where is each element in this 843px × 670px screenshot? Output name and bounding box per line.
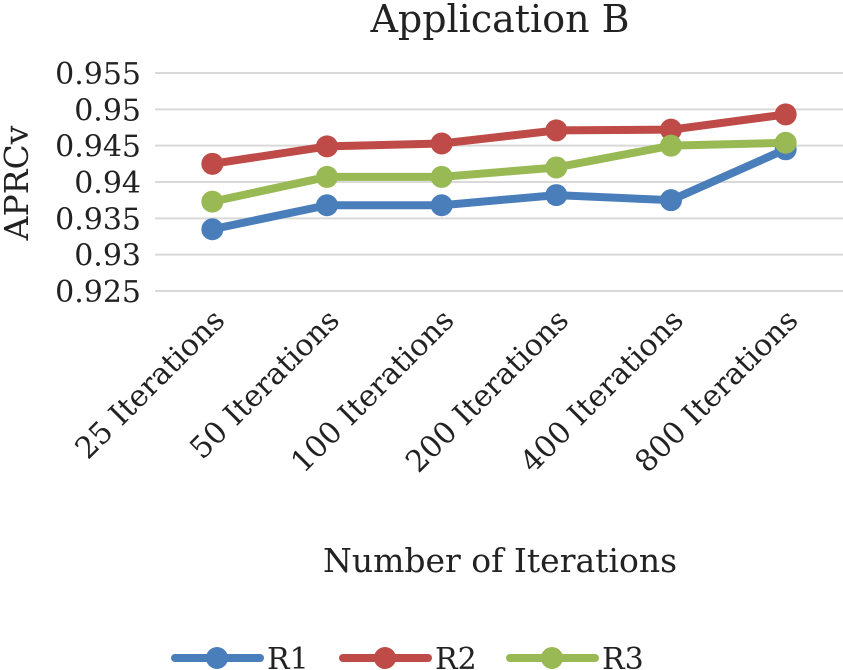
series-line <box>208 145 790 234</box>
series-line <box>208 138 790 206</box>
legend-marker <box>541 647 563 669</box>
y-tick-label: 0.95 <box>74 93 141 128</box>
legend-label: R3 <box>602 642 644 670</box>
data-point <box>201 152 224 175</box>
y-tick-label: 0.93 <box>74 239 141 274</box>
legend-marker <box>374 647 396 669</box>
chart-title: Application B <box>369 0 629 41</box>
legend: R1 R2 R3 <box>171 642 644 670</box>
y-tick-label: 0.935 <box>55 202 141 237</box>
legend-item-r3: R3 <box>506 642 644 670</box>
data-point <box>545 184 568 207</box>
legend-item-r2: R2 <box>339 642 477 670</box>
data-point <box>316 194 338 217</box>
series-lines <box>201 103 797 241</box>
y-tick-label: 0.94 <box>74 166 141 201</box>
data-point <box>545 156 568 179</box>
data-point <box>545 119 568 142</box>
y-tick-label: 0.925 <box>55 275 141 310</box>
y-axis-label: APRCv <box>0 125 36 241</box>
data-point <box>201 218 224 241</box>
data-point <box>660 118 682 141</box>
legend-label: R2 <box>435 642 477 670</box>
data-point <box>316 135 338 158</box>
data-point <box>201 190 224 213</box>
series-r3 <box>201 131 797 213</box>
series-r1 <box>201 138 797 241</box>
y-tick-label: 0.945 <box>55 130 141 165</box>
y-tick-label: 0.955 <box>55 57 141 92</box>
legend-label: R1 <box>267 642 309 670</box>
data-point <box>660 189 682 212</box>
data-point <box>660 134 682 157</box>
data-point <box>430 194 453 217</box>
data-point <box>774 103 797 126</box>
data-point <box>316 165 338 188</box>
legend-item-r1: R1 <box>171 642 309 670</box>
series-line <box>208 110 790 168</box>
legend-marker <box>206 647 228 669</box>
series-r2 <box>201 103 797 175</box>
gridlines <box>155 72 843 292</box>
data-point <box>430 132 453 155</box>
data-point <box>430 165 453 188</box>
x-axis-label: Number of Iterations <box>323 541 677 580</box>
data-point <box>774 131 797 154</box>
